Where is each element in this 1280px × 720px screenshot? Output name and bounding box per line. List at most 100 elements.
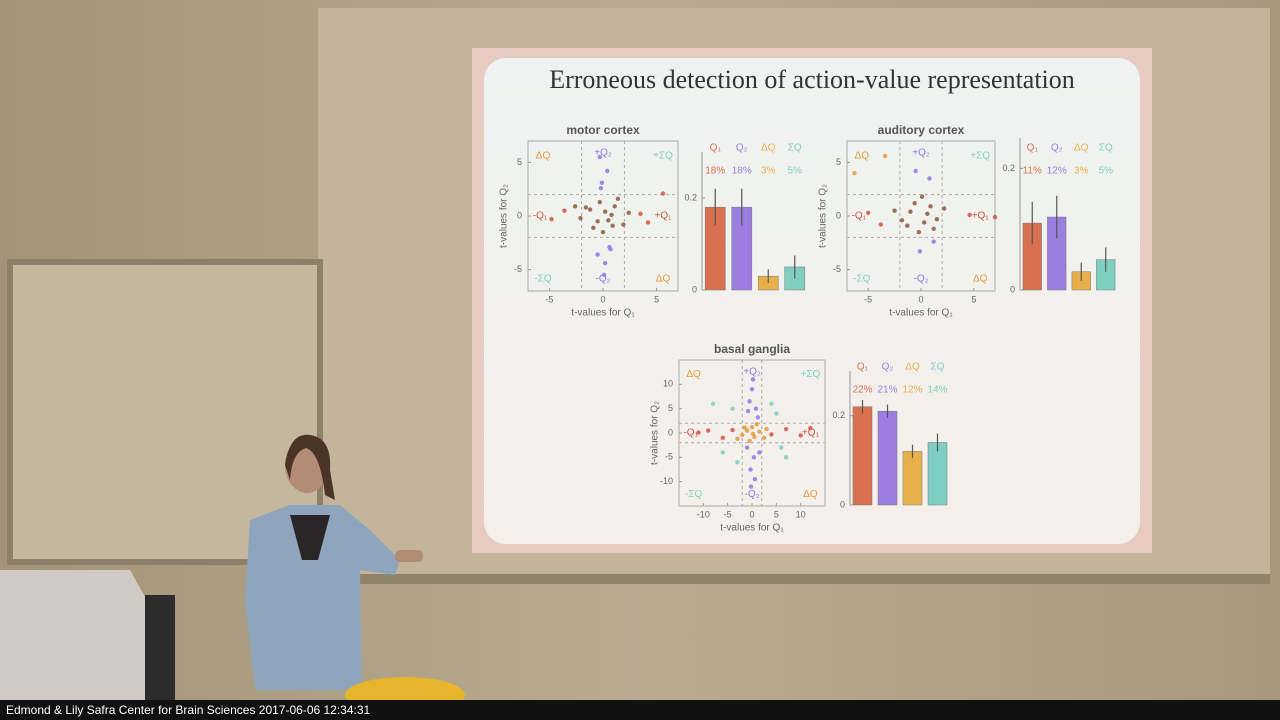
category-label: Q₁ [710,143,722,154]
point [769,432,774,437]
value-label: 3% [1074,166,1089,177]
panel-title: motor cortex [566,123,640,137]
x-tick-label: -5 [545,294,553,304]
point [621,222,626,227]
point [755,415,761,420]
y-tick-label: 5 [836,157,841,167]
quadrant-label: +ΣQ [653,151,673,162]
point [706,428,711,433]
point [750,377,756,382]
y-tick-label: 0 [668,427,673,437]
bar [877,410,898,506]
x-tick-label: 0 [749,509,754,519]
point [601,272,607,278]
point [852,170,857,176]
point [748,467,753,472]
quadrant-label: ΔQ [686,369,701,380]
value-label: 12% [1047,166,1067,177]
point [742,425,747,430]
y-tick-label: 0 [692,284,697,294]
point [720,450,725,455]
point [595,252,600,257]
point [608,247,613,252]
point [754,422,760,427]
point [595,219,600,224]
screen-bar [318,574,1270,584]
value-label: 18% [705,166,725,177]
point [587,207,593,212]
point [752,477,758,482]
footer-bar [0,700,1280,720]
point [942,206,947,211]
lectern [0,570,175,700]
point [602,209,608,214]
x-axis-label: t-values for Q₁ [889,308,953,319]
point [764,426,769,432]
point [605,168,610,174]
quadrant-label: -Q₂ [596,274,611,285]
point [578,215,583,221]
equipment [145,595,175,700]
category-label: ΔQ [905,362,920,373]
y-tick-label: 0.2 [684,192,697,202]
quadrant-label: +Q₂ [912,148,930,159]
point [779,445,784,450]
category-label: Q₂ [882,362,894,373]
point [615,196,621,202]
point [751,455,757,460]
panel-title: basal ganglia [714,342,790,356]
point [710,401,716,406]
point [753,406,759,411]
point [769,401,774,406]
point [638,211,643,217]
quadrant-label: +Q₁ [972,211,990,222]
x-tick-label: 5 [971,294,976,304]
quadrant-label: -Q₁ [852,211,867,222]
hand [395,550,423,562]
point [865,210,871,215]
quadrant-label: +Q₂ [594,148,612,159]
slide [484,58,1140,544]
point [783,426,789,432]
value-label: 12% [902,385,922,396]
point [912,200,917,206]
point [597,154,602,160]
hair [285,434,335,500]
slide-title: Erroneous detection of action-value repr… [549,65,1075,94]
point [660,191,666,196]
point [626,210,631,215]
cardigan [245,505,400,690]
quadrant-label: +Q₁ [802,428,820,439]
point [610,223,615,228]
point [992,214,998,220]
point [609,212,614,218]
quadrant-label: -Q₂ [745,489,760,500]
category-label: Q₁ [857,362,869,373]
point [606,218,611,223]
bar [902,451,923,506]
x-axis-label: t-values for Q₁ [720,523,784,534]
point [747,438,752,443]
point [808,425,813,431]
point [720,435,725,441]
x-tick-label: 10 [796,509,806,519]
value-label: 3% [761,166,776,177]
point [696,430,701,435]
x-tick-label: -5 [864,294,872,304]
category-label: ΔQ [1074,143,1089,154]
quadrant-label: +ΣQ [800,369,820,380]
panel-title: auditory cortex [878,123,965,137]
quadrant-label: +Q₂ [743,366,761,377]
point [783,455,789,460]
point [916,229,922,235]
quadrant-label: -Q₂ [914,274,929,285]
quadrant-label: +ΣQ [970,151,990,162]
point [908,209,913,214]
quadrant-label: ΔQ [855,151,870,162]
value-label: 11% [1023,166,1042,177]
point [549,217,554,222]
quadrant-label: ΔQ [656,274,671,285]
y-tick-label: 5 [668,403,673,413]
